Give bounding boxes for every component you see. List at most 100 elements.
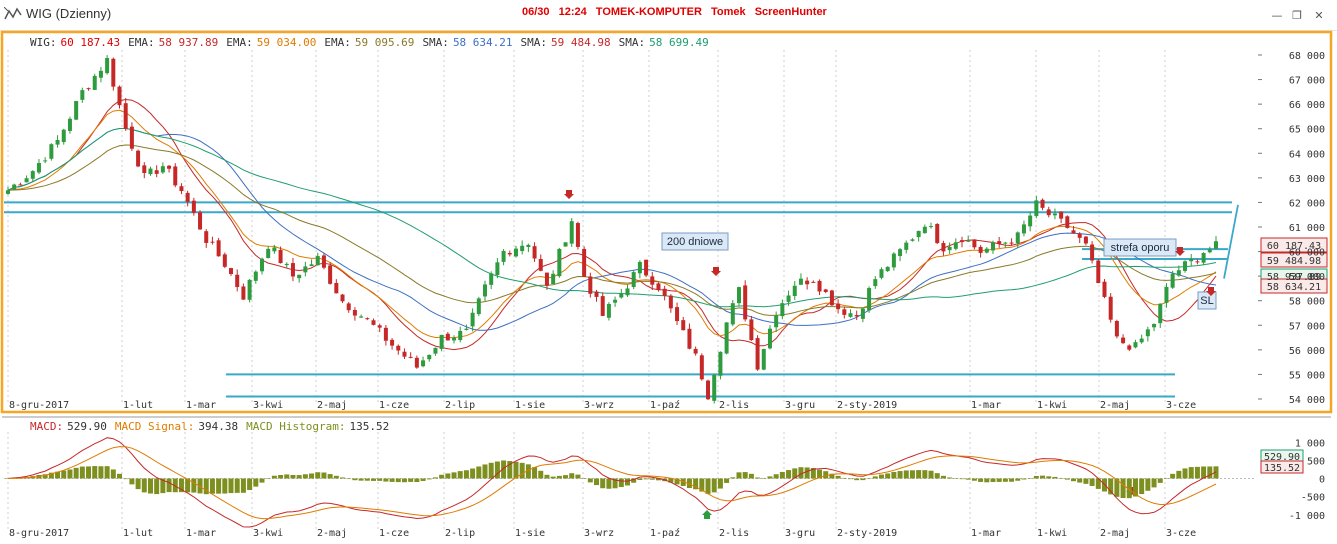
macd-histogram-bar [817,469,823,479]
candle-body [142,165,147,174]
x-tick-label: 1-mar [186,400,216,411]
x-tick-label: 3-wrz [584,400,614,411]
candle-body [606,303,611,318]
macd-histogram-bar [544,474,550,479]
macd-histogram-bar [717,478,723,489]
macd-histogram-bar [426,478,432,480]
macd-histogram-bar [117,473,123,479]
macd-histogram-bar [457,471,463,479]
candle-body [253,271,258,281]
macd-histogram-bar [835,475,841,479]
annotation-200-dniowe-box[interactable] [661,232,729,251]
candle-body [867,288,872,311]
macd-histogram-bar [327,474,333,479]
macd-histogram-bar [240,478,246,493]
macd-histogram-bar [104,466,110,479]
candle-body [383,327,388,341]
x-tick-label: 1-lut [123,400,153,411]
candle-body [297,274,302,279]
macd-histogram-bar [253,478,259,487]
candle-body [898,249,903,257]
candle-body [575,223,580,247]
macd-histogram-bar [203,478,209,495]
macd-histogram-bar [612,478,618,489]
candle-body [185,192,190,202]
macd-histogram-bar [364,478,370,481]
macd-histogram-bar [147,478,153,494]
macd-histogram-bar [432,477,438,479]
macd-histogram-bar [637,478,643,480]
macd-histogram-bar [1027,478,1033,479]
macd-histogram-bar [563,475,569,479]
macd-histogram-bar [928,470,934,479]
candle-body [452,337,457,341]
macd-histogram-bar [129,478,135,485]
macd-histogram-bar [829,473,835,479]
macd-histogram-bar [978,478,984,482]
chart-area[interactable]: 200 dniowe strefa oporu SL 68 000 67 000 66 … [0,30,1337,544]
macd-histogram-bar [463,470,469,479]
macd-histogram-bar [594,478,600,486]
candle-body [538,258,543,271]
restore-icon[interactable]: ❐ [1292,9,1302,22]
candle-body [334,282,339,294]
candle-body [526,244,531,248]
candle-body [637,261,642,274]
macd-histogram-bar [5,478,11,479]
candle-body [1077,233,1082,238]
close-icon[interactable]: ✕ [1314,9,1324,22]
watermark-text: 06/30 12:24 TOMEK-KOMPUTER Tomek ScreenH… [522,6,827,18]
candle-body [86,88,91,90]
x-tick-label: 1-mar [186,528,216,539]
candle-body [80,90,85,100]
annotation-strefa-oporu-box[interactable] [1103,238,1177,257]
minimize-icon[interactable]: — [1271,9,1283,22]
candle-body [811,281,816,283]
macd-histogram-bar [1058,477,1064,479]
x-tick-label: 3-kwi [253,528,283,539]
macd-histogram-bar [885,473,891,479]
candle-body [1189,258,1194,262]
candle-body [173,166,178,186]
macd-histogram-bar [674,478,680,485]
candle-body [544,272,549,286]
macd-histogram-bar [321,472,327,479]
macd-histogram-bar [618,478,624,488]
x-tick-label: 3-kwi [253,400,283,411]
candle-body [1164,286,1169,303]
macd-histogram-bar [401,478,407,483]
candle-body [743,285,748,320]
macd-histogram-bar [550,476,556,479]
candle-body [191,200,196,213]
candle-body [1183,261,1188,271]
macd-histogram-bar [965,478,971,480]
macd-histogram-bar [767,476,773,479]
macd-histogram-bar [389,478,395,482]
candle-body [396,345,401,351]
macd-histogram-bar [420,478,426,481]
candle-body [365,318,370,320]
macd-histogram-bar [414,478,420,483]
candle-body [235,274,240,288]
arrow-down-icon [1206,287,1216,296]
candle-body [990,242,995,251]
trend-line[interactable] [1223,204,1239,279]
macd-histogram-bar [178,478,184,493]
macd-histogram-bar [532,467,538,479]
candle-body [49,144,54,159]
candle-body [681,320,686,331]
candle-body [1021,224,1026,234]
candle-body [675,307,680,322]
candle-body [1207,249,1212,253]
candle-body [910,239,915,241]
macd-histogram-bar [736,472,742,479]
macd-histogram-bar [340,477,346,479]
x-tick-label: 1-cze [379,528,409,539]
macd-line [7,437,1217,528]
candle-body [18,184,23,186]
macd-histogram-bar [42,474,48,479]
y-tick-label: 60 000 [1289,248,1325,259]
annotation-strefa-oporu: strefa oporu [1111,242,1170,254]
macd-histogram-bar [891,471,897,479]
macd-signal-line [7,446,1217,520]
